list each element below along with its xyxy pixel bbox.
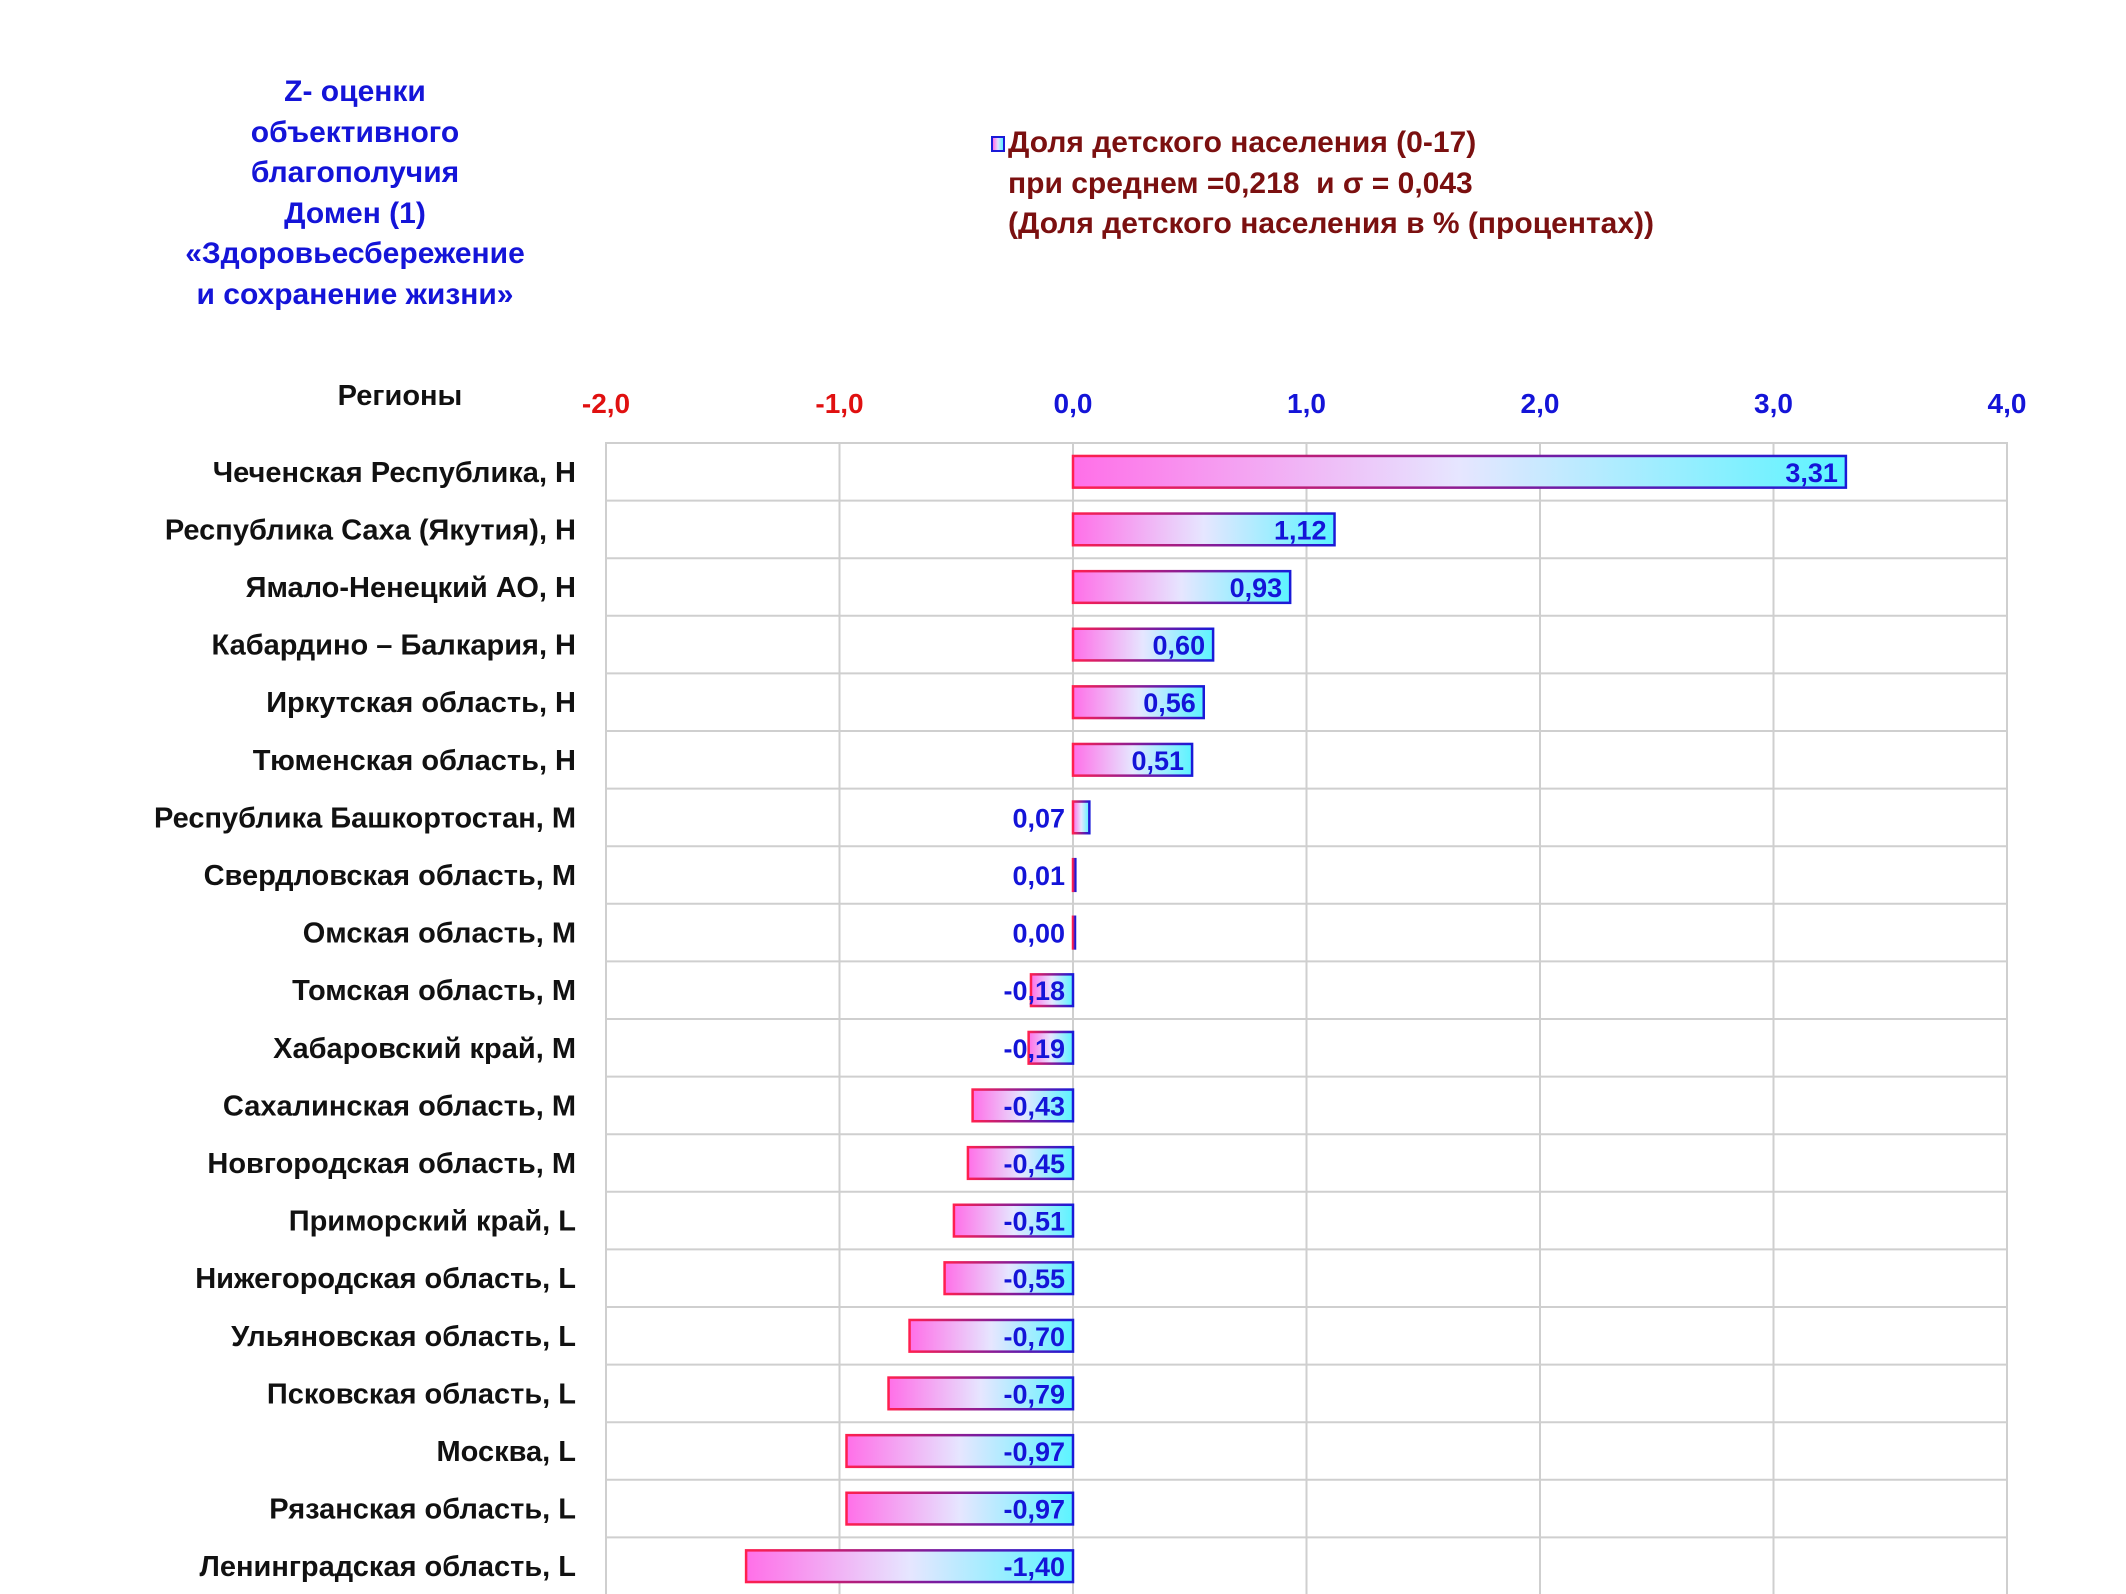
value-label: 0,00: [1012, 919, 1065, 949]
category-label: Ленинградская область, L: [200, 1551, 576, 1583]
value-label: 0,93: [1230, 573, 1283, 603]
chart-title-line: Z- оценки: [284, 75, 426, 108]
bar: [1071, 454, 1848, 489]
bar: [1029, 973, 1075, 1008]
category-label: Ямало-Ненецкий АО, Н: [246, 572, 576, 604]
value-label: -0,70: [1003, 1322, 1065, 1352]
bar: [943, 1261, 1075, 1296]
bar: [1071, 512, 1336, 547]
value-label: 0,07: [1012, 803, 1065, 833]
category-label: Чеченская Республика, Н: [213, 457, 576, 489]
bar: [1071, 915, 1077, 950]
value-label: -0,79: [1003, 1379, 1065, 1409]
x-tick-label: 4,0: [1988, 388, 2027, 419]
value-label: -0,43: [1003, 1091, 1065, 1121]
bar: [966, 1145, 1075, 1181]
value-label: -1,40: [1003, 1552, 1065, 1582]
chart-title: Z- оценки объективного благополучия Доме…: [140, 72, 570, 315]
bar: [845, 1491, 1075, 1526]
chart-title-line: «Здоровьесбережение: [185, 237, 525, 270]
bar: [908, 1318, 1075, 1353]
category-label: Москва, L: [436, 1436, 576, 1468]
category-label: Республика Саха (Якутия), Н: [165, 514, 576, 546]
category-label: Псковская область, L: [267, 1378, 576, 1410]
value-label: -0,51: [1003, 1207, 1065, 1237]
bar: [845, 1433, 1075, 1469]
category-label: Приморский край, L: [289, 1206, 576, 1238]
bar: [971, 1088, 1075, 1123]
category-label: Томская область, М: [292, 975, 576, 1007]
category-label: Нижегородская область, L: [195, 1263, 576, 1295]
category-label: Новгородская область, М: [207, 1148, 576, 1180]
chart-title-line: и сохранение жизни»: [196, 277, 514, 311]
bar: [887, 1376, 1075, 1411]
value-label: -0,45: [1003, 1149, 1065, 1179]
bar: [1071, 569, 1292, 605]
legend-swatch: [991, 136, 1005, 152]
bar: [1071, 627, 1215, 662]
value-label: -0,19: [1003, 1034, 1065, 1064]
bar: [1071, 857, 1077, 893]
value-label: 0,56: [1143, 688, 1196, 718]
category-label: Сахалинская область, М: [223, 1090, 576, 1122]
bar: [1027, 1030, 1075, 1065]
bar: [1071, 685, 1206, 720]
x-tick-label: 1,0: [1287, 388, 1326, 419]
category-label: Республика Башкортостан, М: [154, 802, 576, 834]
value-label: 0,01: [1012, 861, 1065, 891]
category-label: Кабардино – Балкария, Н: [212, 630, 576, 662]
x-tick-label: 0,0: [1054, 388, 1093, 419]
value-label: -0,55: [1003, 1264, 1065, 1294]
category-axis-label: Регионы: [338, 380, 463, 412]
value-label: 1,12: [1274, 515, 1327, 545]
bar: [952, 1203, 1075, 1238]
value-label: -0,97: [1003, 1437, 1065, 1467]
category-label: Хабаровский край, М: [273, 1033, 576, 1065]
x-tick-label: -2,0: [582, 388, 630, 419]
category-label: Омская область, М: [303, 918, 576, 950]
bar: [1071, 742, 1194, 777]
chart-legend: Доля детского населения (0-17) при средн…: [991, 123, 1654, 245]
chart-title-line: благополучия: [250, 156, 460, 189]
legend-line: (Доля детского населения в % (процентах)…: [1008, 207, 1654, 240]
legend-line: при среднем =0,218 и σ = 0,043: [1008, 166, 1473, 200]
category-label: Рязанская область, L: [269, 1494, 576, 1526]
value-label: -0,18: [1003, 976, 1065, 1006]
category-label: Тюменская область, Н: [253, 745, 576, 777]
x-tick-label: 2,0: [1521, 388, 1560, 419]
legend-line: Доля детского населения (0-17): [1008, 126, 1477, 159]
x-tick-label: 3,0: [1754, 388, 1793, 419]
value-label: 0,51: [1132, 746, 1185, 776]
bar: [1071, 800, 1091, 835]
value-label: 0,60: [1153, 631, 1206, 661]
bar: [744, 1549, 1075, 1584]
chart-title-line: объективного: [250, 115, 460, 149]
value-label: -0,97: [1003, 1495, 1065, 1525]
category-label: Ульяновская область, L: [231, 1321, 576, 1353]
value-label: 3,31: [1785, 458, 1838, 488]
category-label: Иркутская область, Н: [266, 687, 576, 719]
category-label: Свердловская область, М: [204, 860, 576, 892]
chart-title-line: Домен (1): [284, 196, 426, 230]
x-tick-label: -1,0: [815, 388, 863, 419]
